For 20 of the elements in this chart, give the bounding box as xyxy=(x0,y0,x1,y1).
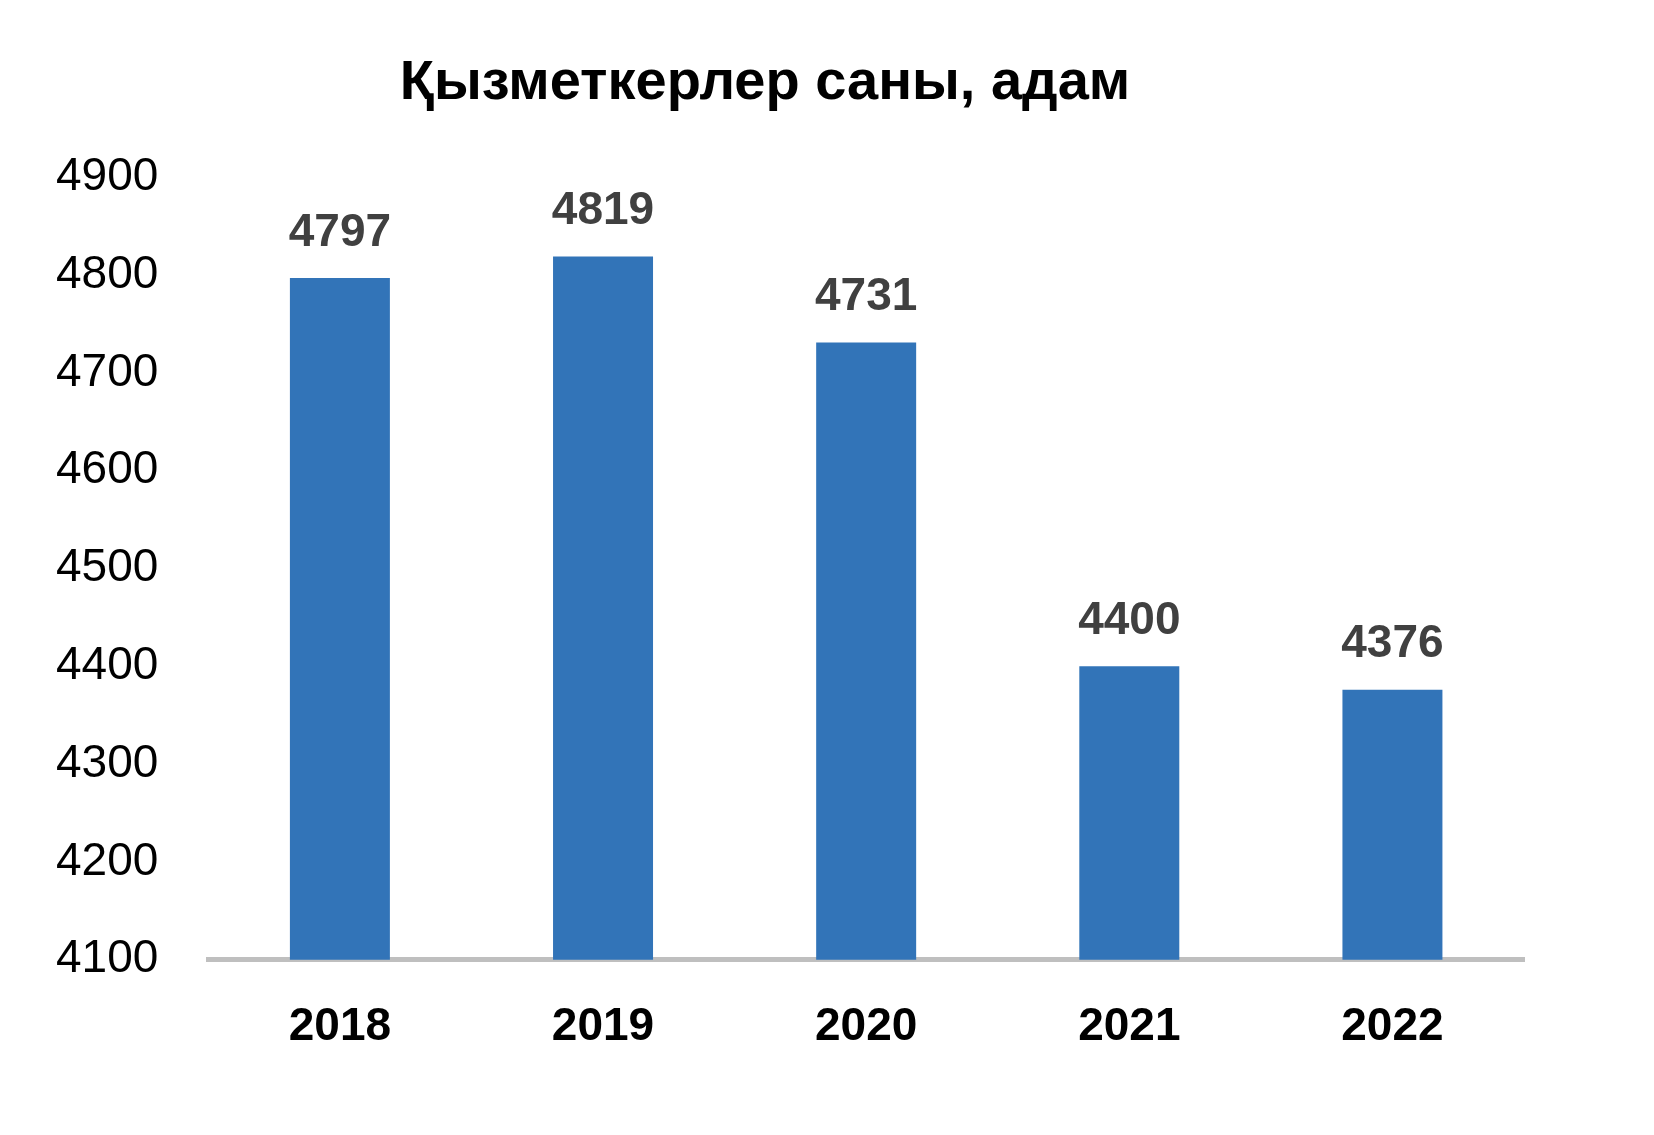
data-label: 4400 xyxy=(1078,592,1181,645)
x-tick-label: 2019 xyxy=(551,998,655,1051)
x-tick-label: 2018 xyxy=(288,998,392,1051)
y-tick-label: 4500 xyxy=(55,539,159,592)
y-tick-label: 4800 xyxy=(55,245,159,298)
y-tick-label: 4700 xyxy=(55,343,159,396)
y-tick-label: 4400 xyxy=(55,637,159,690)
y-tick-label: 4600 xyxy=(55,441,159,494)
chart-title: Қызметкерлер саны, адам xyxy=(399,48,1131,112)
x-tick-label: 2022 xyxy=(1341,998,1444,1051)
data-label: 4819 xyxy=(551,182,655,235)
y-tick-label: 4200 xyxy=(55,832,159,885)
data-label: 4731 xyxy=(814,268,918,321)
y-tick-label: 4300 xyxy=(55,734,159,787)
x-tick-label: 2020 xyxy=(814,998,918,1051)
y-tick-label: 4100 xyxy=(55,930,159,983)
data-label: 4797 xyxy=(288,203,392,256)
y-tick-label: 4900 xyxy=(55,147,159,200)
data-label: 4376 xyxy=(1341,615,1444,668)
x-tick-label: 2021 xyxy=(1078,998,1181,1051)
